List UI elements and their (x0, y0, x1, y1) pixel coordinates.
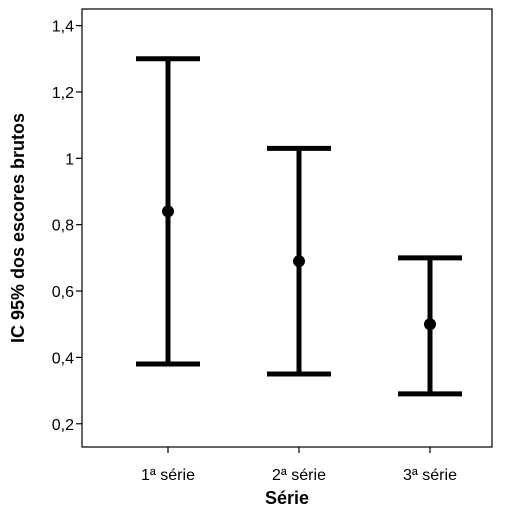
mean-point (293, 255, 305, 268)
y-tick-label: 0,8 (52, 218, 74, 235)
mean-point (424, 318, 436, 331)
y-tick-label: 1,2 (52, 85, 74, 102)
mean-point (162, 205, 174, 218)
y-axis-title: IC 95% dos escores brutos (8, 113, 28, 343)
x-axis-title: Série (265, 488, 309, 508)
x-axis: 1ª série 2ª série 3ª série (141, 447, 457, 484)
y-tick-label: 0,2 (52, 417, 74, 434)
x-tick-label: 1ª série (141, 467, 195, 484)
plot-frame (81, 8, 493, 448)
y-tick-label: 0,6 (52, 284, 74, 301)
error-bar-3 (398, 255, 462, 397)
y-tick-label: 1 (65, 151, 74, 168)
y-tick-label: 1,4 (52, 19, 74, 36)
error-bar-1 (136, 56, 200, 367)
y-tick-label: 0,4 (52, 350, 74, 367)
x-tick-label: 3ª série (403, 467, 457, 484)
x-tick-label: 2ª série (272, 467, 326, 484)
error-bars (136, 56, 462, 397)
y-axis: 0,2 0,4 0,6 0,8 1 1,2 1,4 (52, 19, 82, 434)
error-bar-2 (267, 145, 331, 377)
